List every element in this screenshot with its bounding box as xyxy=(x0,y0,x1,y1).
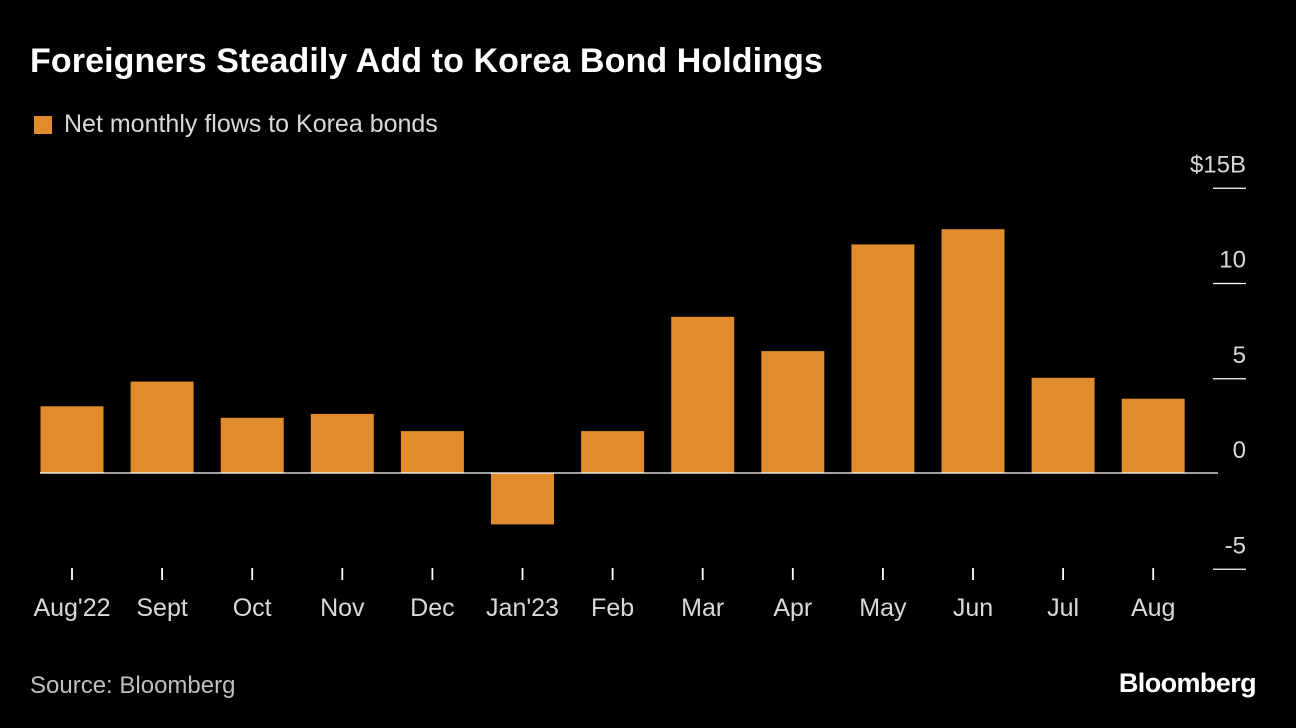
bar-7 xyxy=(671,316,735,473)
bar-1 xyxy=(130,381,194,473)
x-tick-label-12: Aug xyxy=(1131,594,1175,622)
y-tick-label-0: $15B xyxy=(1190,151,1246,178)
x-tick-label-9: May xyxy=(859,594,907,622)
x-tick-label-10: Jun xyxy=(953,594,993,622)
x-tick-label-0: Aug'22 xyxy=(33,594,110,622)
bar-12 xyxy=(1121,398,1185,473)
y-tick-label-1: 10 xyxy=(1219,247,1246,274)
bar-3 xyxy=(310,413,374,473)
x-tick-label-7: Mar xyxy=(681,594,724,622)
x-tick-label-6: Feb xyxy=(591,594,634,622)
x-tick-label-8: Apr xyxy=(773,594,812,622)
bloomberg-logo: Bloomberg xyxy=(1118,668,1257,698)
x-tick-label-3: Nov xyxy=(320,594,365,622)
x-tick-label-11: Jul xyxy=(1047,594,1079,622)
bar-11 xyxy=(1031,377,1095,474)
bar-5 xyxy=(491,473,554,525)
source-note: Source: Bloomberg xyxy=(30,672,236,699)
bar-10 xyxy=(941,229,1005,473)
x-tick-label-4: Dec xyxy=(410,594,454,622)
bar-6 xyxy=(581,431,645,473)
bar-0 xyxy=(40,406,104,473)
chart-title: Foreigners Steadily Add to Korea Bond Ho… xyxy=(30,42,823,80)
x-tick-label-5: Jan'23 xyxy=(486,594,559,622)
y-tick-label-2: 5 xyxy=(1233,342,1246,369)
legend-label: Net monthly flows to Korea bonds xyxy=(64,110,438,138)
legend: Net monthly flows to Korea bonds xyxy=(34,110,438,139)
y-tick-label-4: -5 xyxy=(1225,532,1246,559)
legend-swatch xyxy=(34,115,52,134)
bar-8 xyxy=(761,351,825,473)
x-tick-label-1: Sept xyxy=(136,594,187,622)
bar-2 xyxy=(220,417,284,473)
y-tick-label-3: 0 xyxy=(1233,437,1246,464)
bar-9 xyxy=(851,244,915,473)
x-tick-label-2: Oct xyxy=(233,594,272,622)
bar-4 xyxy=(400,431,464,473)
